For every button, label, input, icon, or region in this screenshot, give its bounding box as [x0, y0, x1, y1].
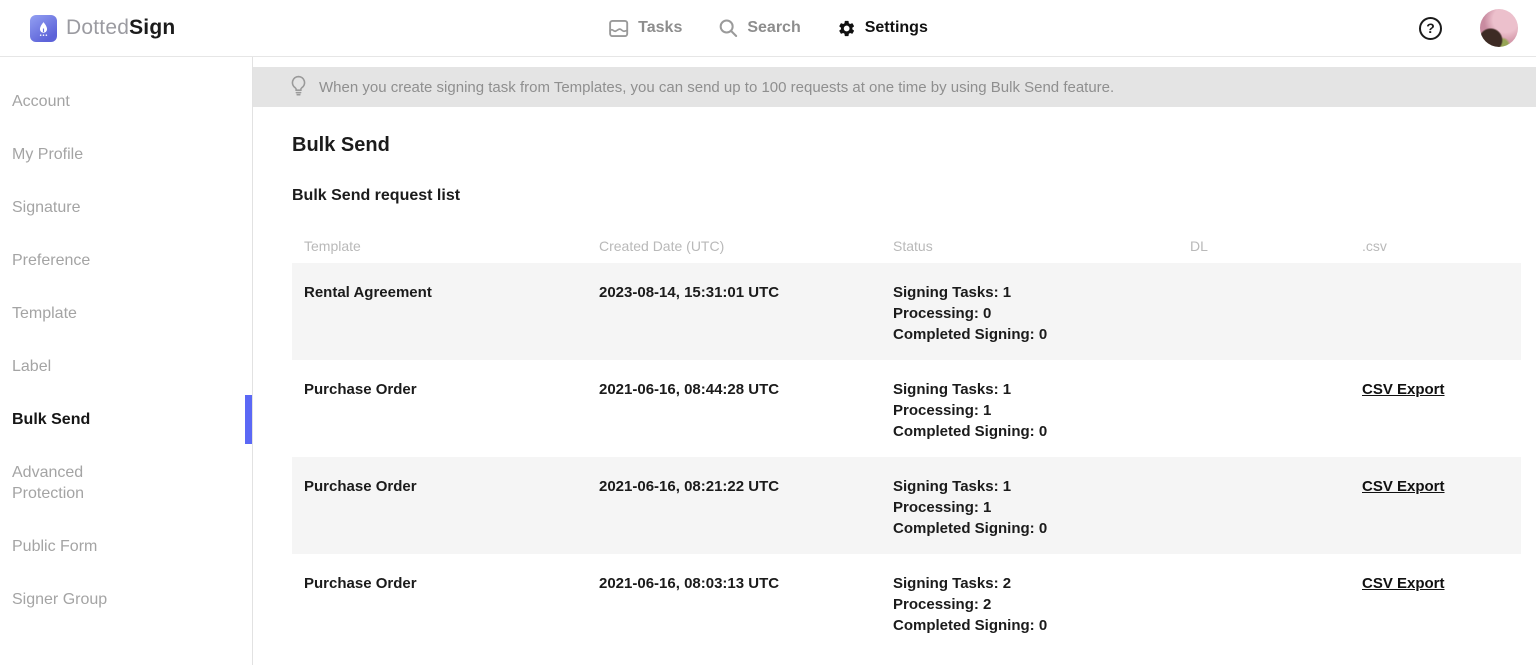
column-header: Template — [304, 238, 361, 254]
status-line: Completed Signing: 0 — [893, 326, 1048, 343]
settings-sidebar: Account My Profile Signature Preference … — [0, 57, 253, 665]
sidebar-item-label: Bulk Send — [12, 411, 91, 428]
cell-csv: CSV Export — [1362, 573, 1520, 641]
nav-tasks[interactable]: Tasks — [608, 19, 682, 38]
info-banner: When you create signing task from Templa… — [253, 67, 1536, 107]
page-title: Bulk Send — [292, 134, 390, 156]
sidebar-item-label[interactable]: Label — [0, 340, 252, 393]
sidebar-item-label: Signature — [12, 199, 81, 216]
search-icon — [718, 18, 738, 38]
nav-settings-label: Settings — [864, 19, 928, 36]
sidebar-item-label: Preference — [12, 252, 91, 269]
status-line: Processing: 1 — [893, 499, 992, 516]
cell-dl — [1190, 573, 1362, 641]
sidebar-item-bulk-send[interactable]: Bulk Send — [0, 393, 252, 446]
table-row: Purchase Order 2021-06-16, 08:21:22 UTC … — [292, 457, 1521, 554]
nav-tasks-label: Tasks — [638, 19, 683, 36]
sidebar-item-advanced-protection[interactable]: Advanced Protection — [0, 446, 252, 520]
sidebar-item-template[interactable]: Template — [0, 287, 252, 340]
lightbulb-icon — [290, 75, 307, 100]
cell-status: Signing Tasks: 1 Processing: 0 Completed S… — [893, 282, 1190, 350]
app-title: DottedSign — [66, 16, 176, 39]
sidebar-item-account[interactable]: Account — [0, 75, 252, 128]
table-row: Rental Agreement 2023-08-14, 15:31:01 UT… — [292, 263, 1521, 360]
table-header-row: Template Created Date (UTC) Status DL .csv — [292, 238, 1521, 263]
column-header: Status — [893, 238, 933, 254]
status-line: Processing: 0 — [893, 305, 992, 322]
nav-settings[interactable]: Settings — [837, 19, 928, 38]
tasks-icon — [608, 19, 629, 38]
cell-csv: CSV Export — [1362, 476, 1520, 544]
sidebar-item-label: My Profile — [12, 146, 84, 163]
sidebar-item-label: Template — [12, 305, 77, 322]
cell-status: Signing Tasks: 1 Processing: 1 Completed S… — [893, 379, 1190, 447]
app-logo[interactable]: DottedSign — [30, 14, 176, 42]
top-bar: DottedSign Tasks Search — [0, 0, 1536, 57]
status-line: Completed Signing: 0 — [893, 520, 1048, 537]
dottedsign-logo-icon — [30, 14, 57, 42]
sidebar-item-label: Account — [12, 93, 70, 110]
column-header: .csv — [1362, 238, 1387, 254]
sidebar-item-signature[interactable]: Signature — [0, 181, 252, 234]
cell-template: Purchase Order — [304, 575, 417, 592]
cell-csv — [1362, 282, 1520, 350]
top-right-actions: ? — [1419, 9, 1518, 47]
sidebar-item-label: Public Form — [12, 538, 98, 555]
csv-export-link[interactable]: CSV Export — [1362, 381, 1445, 398]
sidebar-item-label: Advanced Protection — [12, 464, 85, 502]
status-line: Completed Signing: 0 — [893, 423, 1048, 440]
cell-created-date: 2021-06-16, 08:21:22 UTC — [599, 478, 780, 495]
help-icon[interactable]: ? — [1419, 16, 1442, 40]
top-navigation: Tasks Search Settings — [608, 0, 928, 56]
cell-status: Signing Tasks: 2 Processing: 2 Completed S… — [893, 573, 1190, 641]
nav-search[interactable]: Search — [718, 18, 801, 38]
cell-created-date: 2021-06-16, 08:03:13 UTC — [599, 575, 780, 592]
csv-export-link[interactable]: CSV Export — [1362, 575, 1445, 592]
status-line: Signing Tasks: 1 — [893, 284, 1012, 301]
sidebar-item-signer-group[interactable]: Signer Group — [0, 573, 252, 626]
info-banner-text: When you create signing task from Templa… — [319, 78, 1115, 96]
sidebar-item-label: Label — [12, 358, 52, 375]
cell-dl — [1190, 282, 1362, 350]
nav-search-label: Search — [747, 19, 801, 36]
gear-icon — [837, 19, 856, 38]
status-line: Completed Signing: 0 — [893, 617, 1048, 634]
bulk-send-table: Rental Agreement 2023-08-14, 15:31:01 UT… — [292, 263, 1521, 651]
status-line: Signing Tasks: 1 — [893, 381, 1012, 398]
status-line: Signing Tasks: 2 — [893, 575, 1012, 592]
status-line: Processing: 2 — [893, 596, 992, 613]
avatar[interactable] — [1480, 9, 1518, 47]
column-header: DL — [1190, 238, 1208, 254]
cell-created-date: 2023-08-14, 15:31:01 UTC — [599, 284, 780, 301]
table-row: Purchase Order 2021-06-16, 08:03:13 UTC … — [292, 554, 1521, 651]
list-title: Bulk Send request list — [292, 187, 461, 204]
column-header: Created Date (UTC) — [599, 238, 725, 254]
cell-template: Rental Agreement — [304, 284, 432, 301]
cell-csv: CSV Export — [1362, 379, 1520, 447]
csv-export-link[interactable]: CSV Export — [1362, 478, 1445, 495]
cell-template: Purchase Order — [304, 381, 417, 398]
sidebar-item-label: Signer Group — [12, 591, 108, 608]
sidebar-item-my-profile[interactable]: My Profile — [0, 128, 252, 181]
cell-dl — [1190, 476, 1362, 544]
sidebar-item-preference[interactable]: Preference — [0, 234, 252, 287]
cell-dl — [1190, 379, 1362, 447]
status-line: Processing: 1 — [893, 402, 992, 419]
cell-template: Purchase Order — [304, 478, 417, 495]
sidebar-item-public-form[interactable]: Public Form — [0, 520, 252, 573]
cell-created-date: 2021-06-16, 08:44:28 UTC — [599, 381, 780, 398]
main-content: When you create signing task from Templa… — [253, 57, 1536, 665]
cell-status: Signing Tasks: 1 Processing: 1 Completed S… — [893, 476, 1190, 544]
status-line: Signing Tasks: 1 — [893, 478, 1012, 495]
table-row: Purchase Order 2021-06-16, 08:44:28 UTC … — [292, 360, 1521, 457]
